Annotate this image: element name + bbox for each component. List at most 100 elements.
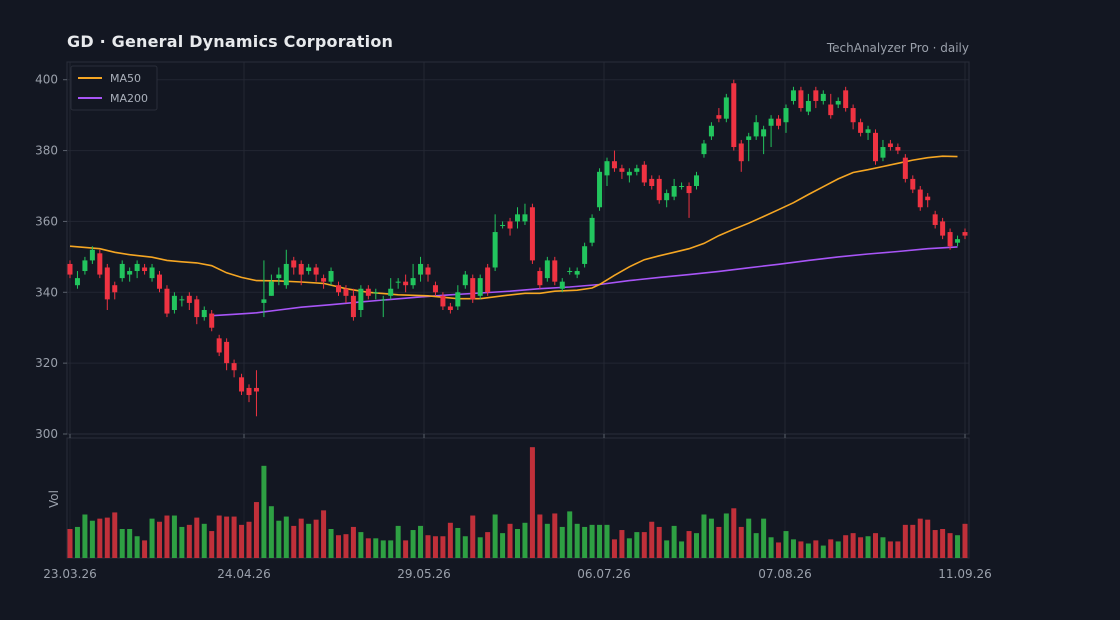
candle-up: [574, 267, 580, 279]
volume-bar: [194, 517, 200, 558]
volume-bar: [425, 535, 431, 558]
candle-down: [776, 115, 782, 130]
candle-body: [306, 267, 312, 272]
y-tick-label: 360: [35, 214, 58, 228]
candle-down: [895, 143, 901, 155]
volume-bar: [626, 538, 632, 558]
candle-body: [604, 161, 610, 176]
candle-body: [216, 338, 222, 353]
candle-body: [119, 263, 125, 279]
candle-down: [649, 175, 655, 190]
candle-body: [515, 214, 520, 222]
candle-up: [559, 278, 565, 293]
volume-bar: [104, 517, 110, 558]
candle-body: [194, 299, 200, 318]
candle-up: [395, 278, 401, 289]
candle-body: [858, 122, 864, 133]
candle-up: [119, 260, 125, 282]
volume-bar: [246, 521, 252, 558]
candle-up: [768, 115, 774, 148]
candle-body: [298, 263, 304, 275]
volume-bar: [776, 542, 782, 558]
candle-up: [671, 178, 677, 201]
candle-body: [805, 100, 811, 112]
candle-body: [701, 143, 707, 155]
volume-bar: [656, 526, 662, 558]
candle-body: [574, 271, 580, 275]
volume-bar: [470, 515, 476, 558]
candle-body: [440, 295, 446, 307]
candle-down: [104, 263, 110, 310]
volume-bar: [388, 540, 394, 558]
volume-bar: [328, 529, 334, 558]
candle-body: [89, 249, 95, 261]
candle-down: [873, 129, 878, 165]
y-tick-label: 380: [35, 144, 58, 158]
candle-body: [597, 171, 603, 208]
candle-down: [336, 281, 341, 296]
volume-bar: [671, 525, 677, 558]
candle-down: [432, 281, 438, 296]
candle-up: [865, 125, 871, 140]
candle-down: [97, 249, 103, 279]
candle-body: [753, 122, 759, 137]
candle-down: [291, 256, 297, 275]
candle-down: [507, 217, 513, 236]
volume-bar: [500, 533, 506, 558]
candle-down: [843, 86, 849, 112]
volume-bar: [895, 541, 901, 558]
volume-bar: [350, 526, 356, 558]
candle-body: [850, 108, 856, 123]
candle-down: [157, 271, 162, 293]
volume-bar: [127, 529, 133, 558]
volume-bar: [880, 537, 886, 558]
chart-subtitle: TechAnalyzer Pro · daily: [826, 41, 969, 55]
candle-body: [485, 267, 491, 293]
candle-up: [544, 256, 550, 282]
volume-bar: [716, 526, 722, 558]
volume-bar: [865, 536, 871, 558]
candle-body: [239, 377, 245, 392]
candle-up: [589, 214, 595, 247]
candle-up: [746, 132, 752, 162]
candle-body: [112, 285, 118, 293]
legend: MA50 MA200: [70, 65, 158, 111]
volume-bar: [373, 538, 379, 558]
volume-bar: [179, 526, 185, 558]
volume-bar: [515, 529, 520, 558]
candle-up: [276, 267, 282, 286]
volume-bar: [336, 535, 341, 558]
volume-bar: [604, 524, 610, 558]
volume-bar: [395, 525, 401, 558]
candle-down: [253, 370, 259, 417]
volume-bar: [582, 526, 588, 558]
candle-body: [231, 363, 237, 371]
candle-body: [708, 125, 714, 137]
candle-up: [604, 157, 610, 186]
candle-down: [850, 104, 856, 130]
candle-body: [388, 288, 394, 296]
candle-body: [649, 178, 655, 186]
candle-down: [425, 263, 431, 282]
legend-ma200-label: MA200: [110, 92, 148, 105]
candle-down: [529, 203, 535, 264]
volume-bar: [522, 522, 528, 558]
volume-bar: [403, 540, 409, 558]
volume-bar: [313, 519, 319, 558]
candle-up: [373, 288, 379, 300]
volume-bar: [201, 523, 207, 558]
volume-bar: [455, 527, 461, 558]
volume-bar: [962, 523, 968, 558]
candle-body: [932, 214, 938, 225]
candle-body: [462, 274, 468, 286]
volume-bar: [343, 534, 349, 558]
volume-bar: [611, 539, 617, 558]
candle-body: [447, 306, 453, 310]
volume-bar: [306, 523, 312, 558]
candle-body: [395, 281, 401, 283]
volume-bar: [216, 515, 222, 558]
candle-up: [380, 295, 386, 318]
candle-body: [813, 90, 819, 101]
candle-body: [261, 299, 267, 303]
candle-down: [947, 228, 953, 250]
